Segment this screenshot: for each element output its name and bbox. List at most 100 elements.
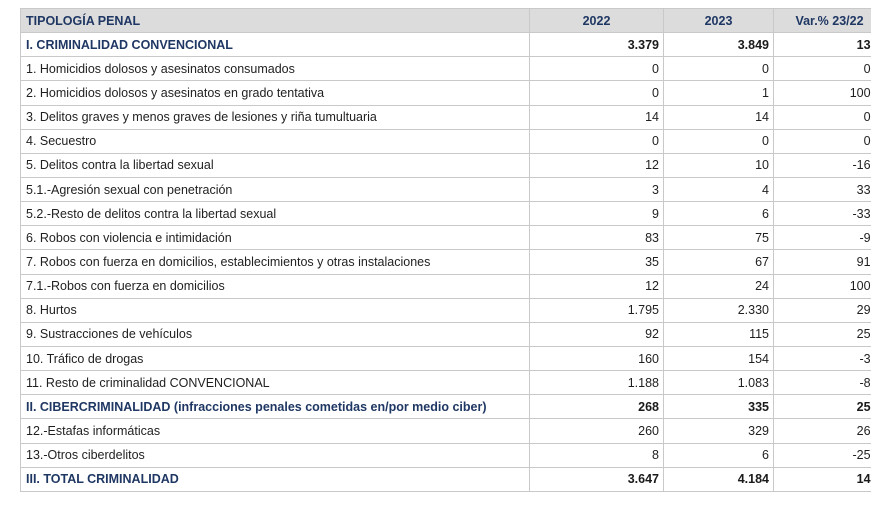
value-2023: 4: [663, 176, 774, 203]
value-2022: 14: [529, 104, 664, 130]
value-2023: 24: [663, 273, 774, 299]
row-label: 9. Sustracciones de vehículos: [20, 321, 530, 347]
value-2023: 67: [663, 249, 774, 275]
value-2022: 12: [529, 152, 664, 178]
value-variation: -9,6: [773, 225, 871, 251]
value-variation: 25,0: [773, 321, 871, 347]
value-variation: 0,0: [773, 104, 871, 130]
table-row: 11. Resto de criminalidad CONVENCIONAL 1.…: [20, 370, 871, 396]
row-label: III. TOTAL CRIMINALIDAD: [20, 466, 530, 492]
value-2023: 75: [663, 225, 774, 251]
value-2023: 1.083: [663, 370, 774, 396]
value-variation: -33,3: [773, 201, 871, 227]
value-2022: 3.647: [529, 466, 664, 492]
table-row: 2. Homicidios dolosos y asesinatos en gr…: [20, 80, 871, 106]
row-label: II. CIBERCRIMINALIDAD (infracciones pena…: [20, 394, 530, 420]
row-label: 4. Secuestro: [20, 128, 530, 154]
table-row: 6. Robos con violencia e intimidación 83 7…: [20, 225, 871, 251]
value-variation: 14,7: [773, 466, 871, 492]
value-2023: 335: [663, 394, 774, 420]
value-2022: 0: [529, 56, 664, 82]
row-label: 8. Hurtos: [20, 297, 530, 323]
row-label: 7.1.-Robos con fuerza en domicilios: [20, 273, 530, 299]
row-label: 13.-Otros ciberdelitos: [20, 442, 530, 468]
value-2022: 92: [529, 321, 664, 347]
table-row: 5.1.-Agresión sexual con penetración 3 4 33…: [20, 176, 871, 203]
row-label: 12.-Estafas informáticas: [20, 418, 530, 444]
value-2023: 2.330: [663, 297, 774, 323]
value-variation: 13,9: [773, 32, 871, 58]
value-2023: 14: [663, 104, 774, 130]
value-2022: 9: [529, 201, 664, 227]
table-row: 7. Robos con fuerza en domicilios, estab…: [20, 249, 871, 275]
value-variation: 100,0: [773, 273, 871, 299]
table-row: 3. Delitos graves y menos graves de lesi…: [20, 104, 871, 130]
value-2023: 1: [663, 80, 774, 106]
value-2023: 10: [663, 152, 774, 178]
value-variation: -3,8: [773, 345, 871, 372]
value-2022: 8: [529, 442, 664, 468]
table-body: I. CRIMINALIDAD CONVENCIONAL 3.379 3.849 13…: [20, 32, 871, 492]
value-variation: 25,0: [773, 394, 871, 420]
row-label: 11. Resto de criminalidad CONVENCIONAL: [20, 370, 530, 396]
table-row: 5. Delitos contra la libertad sexual 12 10…: [20, 152, 871, 178]
section-row: II. CIBERCRIMINALIDAD (infracciones pena…: [20, 394, 871, 420]
value-2022: 160: [529, 345, 664, 372]
value-2023: 6: [663, 442, 774, 468]
row-label: 7. Robos con fuerza en domicilios, estab…: [20, 249, 530, 275]
value-2022: 1.795: [529, 297, 664, 323]
value-variation: -16,7: [773, 152, 871, 178]
row-label: I. CRIMINALIDAD CONVENCIONAL: [20, 32, 530, 58]
crime-statistics-table: TIPOLOGÍA PENAL 2022 2023 Var.% 23/22 I.…: [20, 7, 871, 492]
table-row: 7.1.-Robos con fuerza en domicilios 12 24 1…: [20, 273, 871, 299]
row-label: 2. Homicidios dolosos y asesinatos en gr…: [20, 80, 530, 106]
table-row: 5.2.-Resto de delitos contra la libertad…: [20, 201, 871, 227]
header-2022: 2022: [529, 7, 664, 34]
value-2022: 260: [529, 418, 664, 444]
value-variation: -8,8: [773, 370, 871, 396]
value-2023: 4.184: [663, 466, 774, 492]
table-row: 1. Homicidios dolosos y asesinatos consu…: [20, 56, 871, 82]
row-label: 5.2.-Resto de delitos contra la libertad…: [20, 201, 530, 227]
value-2023: 0: [663, 128, 774, 154]
value-variation: 100,0: [773, 80, 871, 106]
value-2022: 268: [529, 394, 664, 420]
value-variation: 91,4: [773, 249, 871, 275]
row-label: 3. Delitos graves y menos graves de lesi…: [20, 104, 530, 130]
value-variation: -25,0: [773, 442, 871, 468]
value-2022: 0: [529, 128, 664, 154]
value-variation: 0,0: [773, 56, 871, 82]
header-2023: 2023: [663, 7, 774, 34]
value-2023: 329: [663, 418, 774, 444]
value-variation: 29,8: [773, 297, 871, 323]
value-2022: 3: [529, 176, 664, 203]
header-variation: Var.% 23/22: [773, 7, 871, 34]
value-2022: 1.188: [529, 370, 664, 396]
row-label: 10. Tráfico de drogas: [20, 345, 530, 372]
section-row: I. CRIMINALIDAD CONVENCIONAL 3.379 3.849 13…: [20, 32, 871, 58]
row-label: 1. Homicidios dolosos y asesinatos consu…: [20, 56, 530, 82]
row-label: 5. Delitos contra la libertad sexual: [20, 152, 530, 178]
row-label: 6. Robos con violencia e intimidación: [20, 225, 530, 251]
value-2023: 115: [663, 321, 774, 347]
value-2022: 12: [529, 273, 664, 299]
value-2022: 0: [529, 80, 664, 106]
value-variation: 26,5: [773, 418, 871, 444]
row-label: 5.1.-Agresión sexual con penetración: [20, 176, 530, 203]
value-2022: 83: [529, 225, 664, 251]
crime-statistics-table-container: TIPOLOGÍA PENAL 2022 2023 Var.% 23/22 I.…: [20, 7, 871, 492]
value-2022: 3.379: [529, 32, 664, 58]
value-2022: 35: [529, 249, 664, 275]
value-2023: 3.849: [663, 32, 774, 58]
value-2023: 154: [663, 345, 774, 372]
value-2023: 6: [663, 201, 774, 227]
header-tipologia: TIPOLOGÍA PENAL: [20, 7, 530, 34]
value-variation: 33,3: [773, 176, 871, 203]
